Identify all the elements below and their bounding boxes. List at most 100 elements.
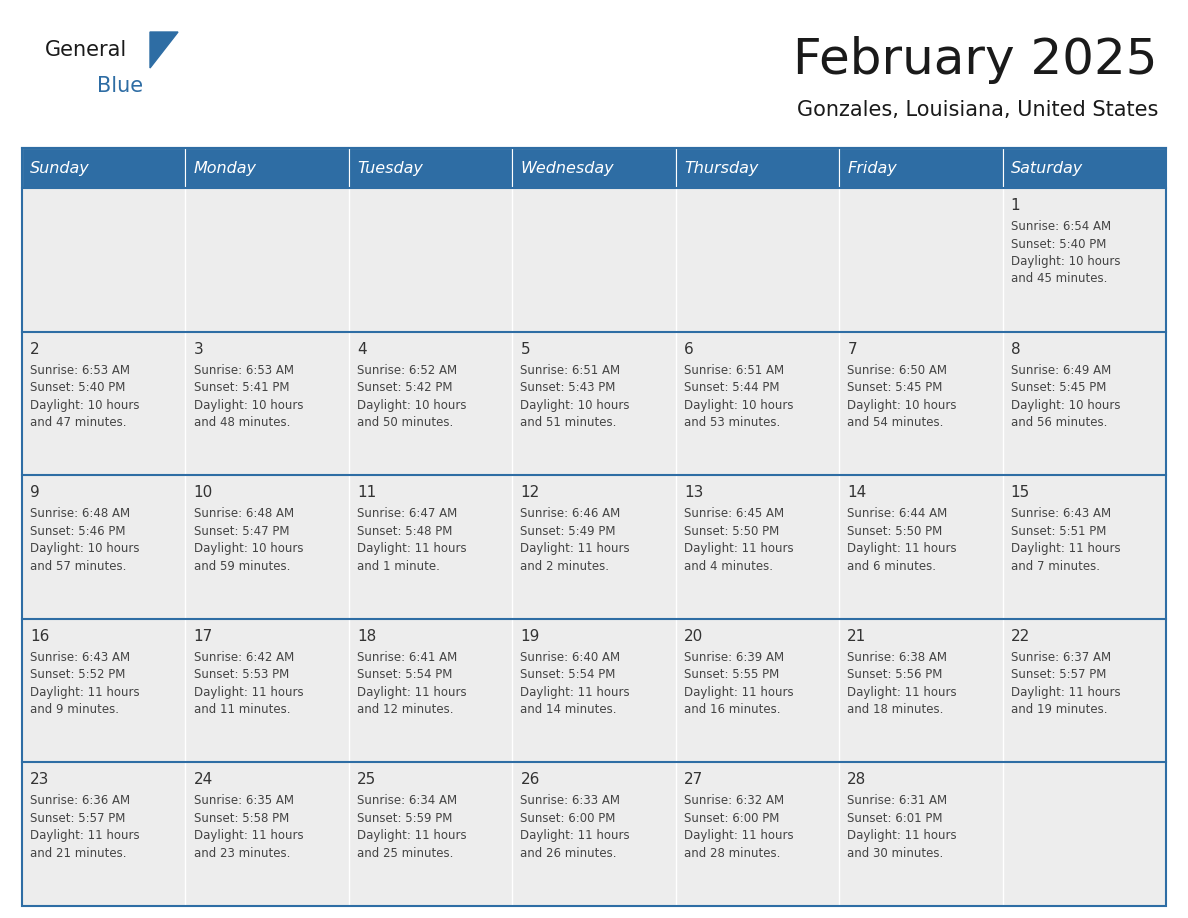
Text: Daylight: 10 hours: Daylight: 10 hours: [1011, 255, 1120, 268]
Text: Thursday: Thursday: [684, 161, 758, 175]
Text: and 26 minutes.: and 26 minutes.: [520, 847, 617, 860]
Text: 1: 1: [1011, 198, 1020, 213]
Text: Sunrise: 6:37 AM: Sunrise: 6:37 AM: [1011, 651, 1111, 664]
Bar: [349, 331, 512, 476]
Text: February 2025: February 2025: [794, 36, 1158, 84]
Text: 3: 3: [194, 341, 203, 356]
Text: Daylight: 11 hours: Daylight: 11 hours: [358, 543, 467, 555]
Text: Sunrise: 6:38 AM: Sunrise: 6:38 AM: [847, 651, 947, 664]
Text: 2: 2: [30, 341, 39, 356]
Text: Sunday: Sunday: [30, 161, 90, 175]
Bar: [349, 763, 512, 906]
Bar: [185, 331, 349, 476]
Text: Daylight: 10 hours: Daylight: 10 hours: [847, 398, 956, 411]
Text: Sunrise: 6:41 AM: Sunrise: 6:41 AM: [358, 651, 457, 664]
Bar: [349, 476, 512, 619]
Text: Sunset: 5:51 PM: Sunset: 5:51 PM: [1011, 525, 1106, 538]
Text: 5: 5: [520, 341, 530, 356]
Bar: [839, 188, 1003, 331]
Text: Sunrise: 6:45 AM: Sunrise: 6:45 AM: [684, 508, 784, 521]
Text: and 59 minutes.: and 59 minutes.: [194, 560, 290, 573]
Text: and 47 minutes.: and 47 minutes.: [30, 416, 127, 429]
Text: 21: 21: [847, 629, 866, 644]
Bar: [23, 331, 185, 476]
Text: and 16 minutes.: and 16 minutes.: [684, 703, 781, 716]
Bar: [676, 188, 839, 331]
Bar: [676, 148, 839, 188]
Text: Sunset: 5:57 PM: Sunset: 5:57 PM: [1011, 668, 1106, 681]
Text: Saturday: Saturday: [1011, 161, 1083, 175]
Text: Sunrise: 6:53 AM: Sunrise: 6:53 AM: [30, 364, 131, 376]
Bar: [23, 619, 185, 763]
Bar: [512, 188, 676, 331]
Text: Daylight: 11 hours: Daylight: 11 hours: [684, 686, 794, 699]
Bar: [23, 476, 185, 619]
Bar: [349, 619, 512, 763]
Bar: [1003, 763, 1165, 906]
Text: Sunrise: 6:40 AM: Sunrise: 6:40 AM: [520, 651, 620, 664]
Bar: [839, 619, 1003, 763]
Text: Sunrise: 6:48 AM: Sunrise: 6:48 AM: [194, 508, 293, 521]
Bar: [349, 148, 512, 188]
Text: Sunset: 6:01 PM: Sunset: 6:01 PM: [847, 812, 943, 825]
Text: Sunrise: 6:35 AM: Sunrise: 6:35 AM: [194, 794, 293, 808]
Text: Daylight: 10 hours: Daylight: 10 hours: [520, 398, 630, 411]
Bar: [512, 148, 676, 188]
Bar: [512, 763, 676, 906]
Text: Tuesday: Tuesday: [358, 161, 423, 175]
Text: Daylight: 11 hours: Daylight: 11 hours: [684, 829, 794, 843]
Text: Daylight: 11 hours: Daylight: 11 hours: [194, 686, 303, 699]
Bar: [185, 619, 349, 763]
Text: and 56 minutes.: and 56 minutes.: [1011, 416, 1107, 429]
Bar: [185, 188, 349, 331]
Text: and 7 minutes.: and 7 minutes.: [1011, 560, 1100, 573]
Text: Daylight: 10 hours: Daylight: 10 hours: [194, 543, 303, 555]
Text: 14: 14: [847, 486, 866, 500]
Text: Sunrise: 6:49 AM: Sunrise: 6:49 AM: [1011, 364, 1111, 376]
Text: and 45 minutes.: and 45 minutes.: [1011, 273, 1107, 285]
Text: General: General: [45, 40, 127, 60]
Text: and 14 minutes.: and 14 minutes.: [520, 703, 617, 716]
Bar: [1003, 148, 1165, 188]
Text: Sunset: 5:49 PM: Sunset: 5:49 PM: [520, 525, 615, 538]
Text: and 11 minutes.: and 11 minutes.: [194, 703, 290, 716]
Bar: [676, 331, 839, 476]
Text: 18: 18: [358, 629, 377, 644]
Text: and 21 minutes.: and 21 minutes.: [30, 847, 127, 860]
Bar: [1003, 188, 1165, 331]
Text: Monday: Monday: [194, 161, 257, 175]
Text: Daylight: 11 hours: Daylight: 11 hours: [194, 829, 303, 843]
Text: Daylight: 10 hours: Daylight: 10 hours: [194, 398, 303, 411]
Bar: [676, 619, 839, 763]
Text: Sunset: 5:47 PM: Sunset: 5:47 PM: [194, 525, 289, 538]
Bar: [349, 188, 512, 331]
Text: Sunrise: 6:34 AM: Sunrise: 6:34 AM: [358, 794, 457, 808]
Text: and 18 minutes.: and 18 minutes.: [847, 703, 943, 716]
Bar: [512, 476, 676, 619]
Text: 20: 20: [684, 629, 703, 644]
Bar: [839, 763, 1003, 906]
Text: 24: 24: [194, 772, 213, 788]
Bar: [512, 619, 676, 763]
Text: and 9 minutes.: and 9 minutes.: [30, 703, 119, 716]
Bar: [185, 148, 349, 188]
Text: Sunrise: 6:31 AM: Sunrise: 6:31 AM: [847, 794, 948, 808]
Text: Sunrise: 6:42 AM: Sunrise: 6:42 AM: [194, 651, 293, 664]
Text: 27: 27: [684, 772, 703, 788]
Text: and 50 minutes.: and 50 minutes.: [358, 416, 454, 429]
Text: Daylight: 11 hours: Daylight: 11 hours: [358, 686, 467, 699]
Text: Gonzales, Louisiana, United States: Gonzales, Louisiana, United States: [797, 100, 1158, 120]
Text: Sunrise: 6:44 AM: Sunrise: 6:44 AM: [847, 508, 948, 521]
Bar: [676, 763, 839, 906]
Text: 23: 23: [30, 772, 50, 788]
Text: Sunrise: 6:47 AM: Sunrise: 6:47 AM: [358, 508, 457, 521]
Text: and 28 minutes.: and 28 minutes.: [684, 847, 781, 860]
Text: Daylight: 11 hours: Daylight: 11 hours: [1011, 543, 1120, 555]
Text: Daylight: 11 hours: Daylight: 11 hours: [520, 543, 630, 555]
Text: 25: 25: [358, 772, 377, 788]
Bar: [676, 476, 839, 619]
Text: Sunset: 5:41 PM: Sunset: 5:41 PM: [194, 381, 289, 394]
Bar: [185, 763, 349, 906]
Text: and 54 minutes.: and 54 minutes.: [847, 416, 943, 429]
Text: Sunrise: 6:39 AM: Sunrise: 6:39 AM: [684, 651, 784, 664]
